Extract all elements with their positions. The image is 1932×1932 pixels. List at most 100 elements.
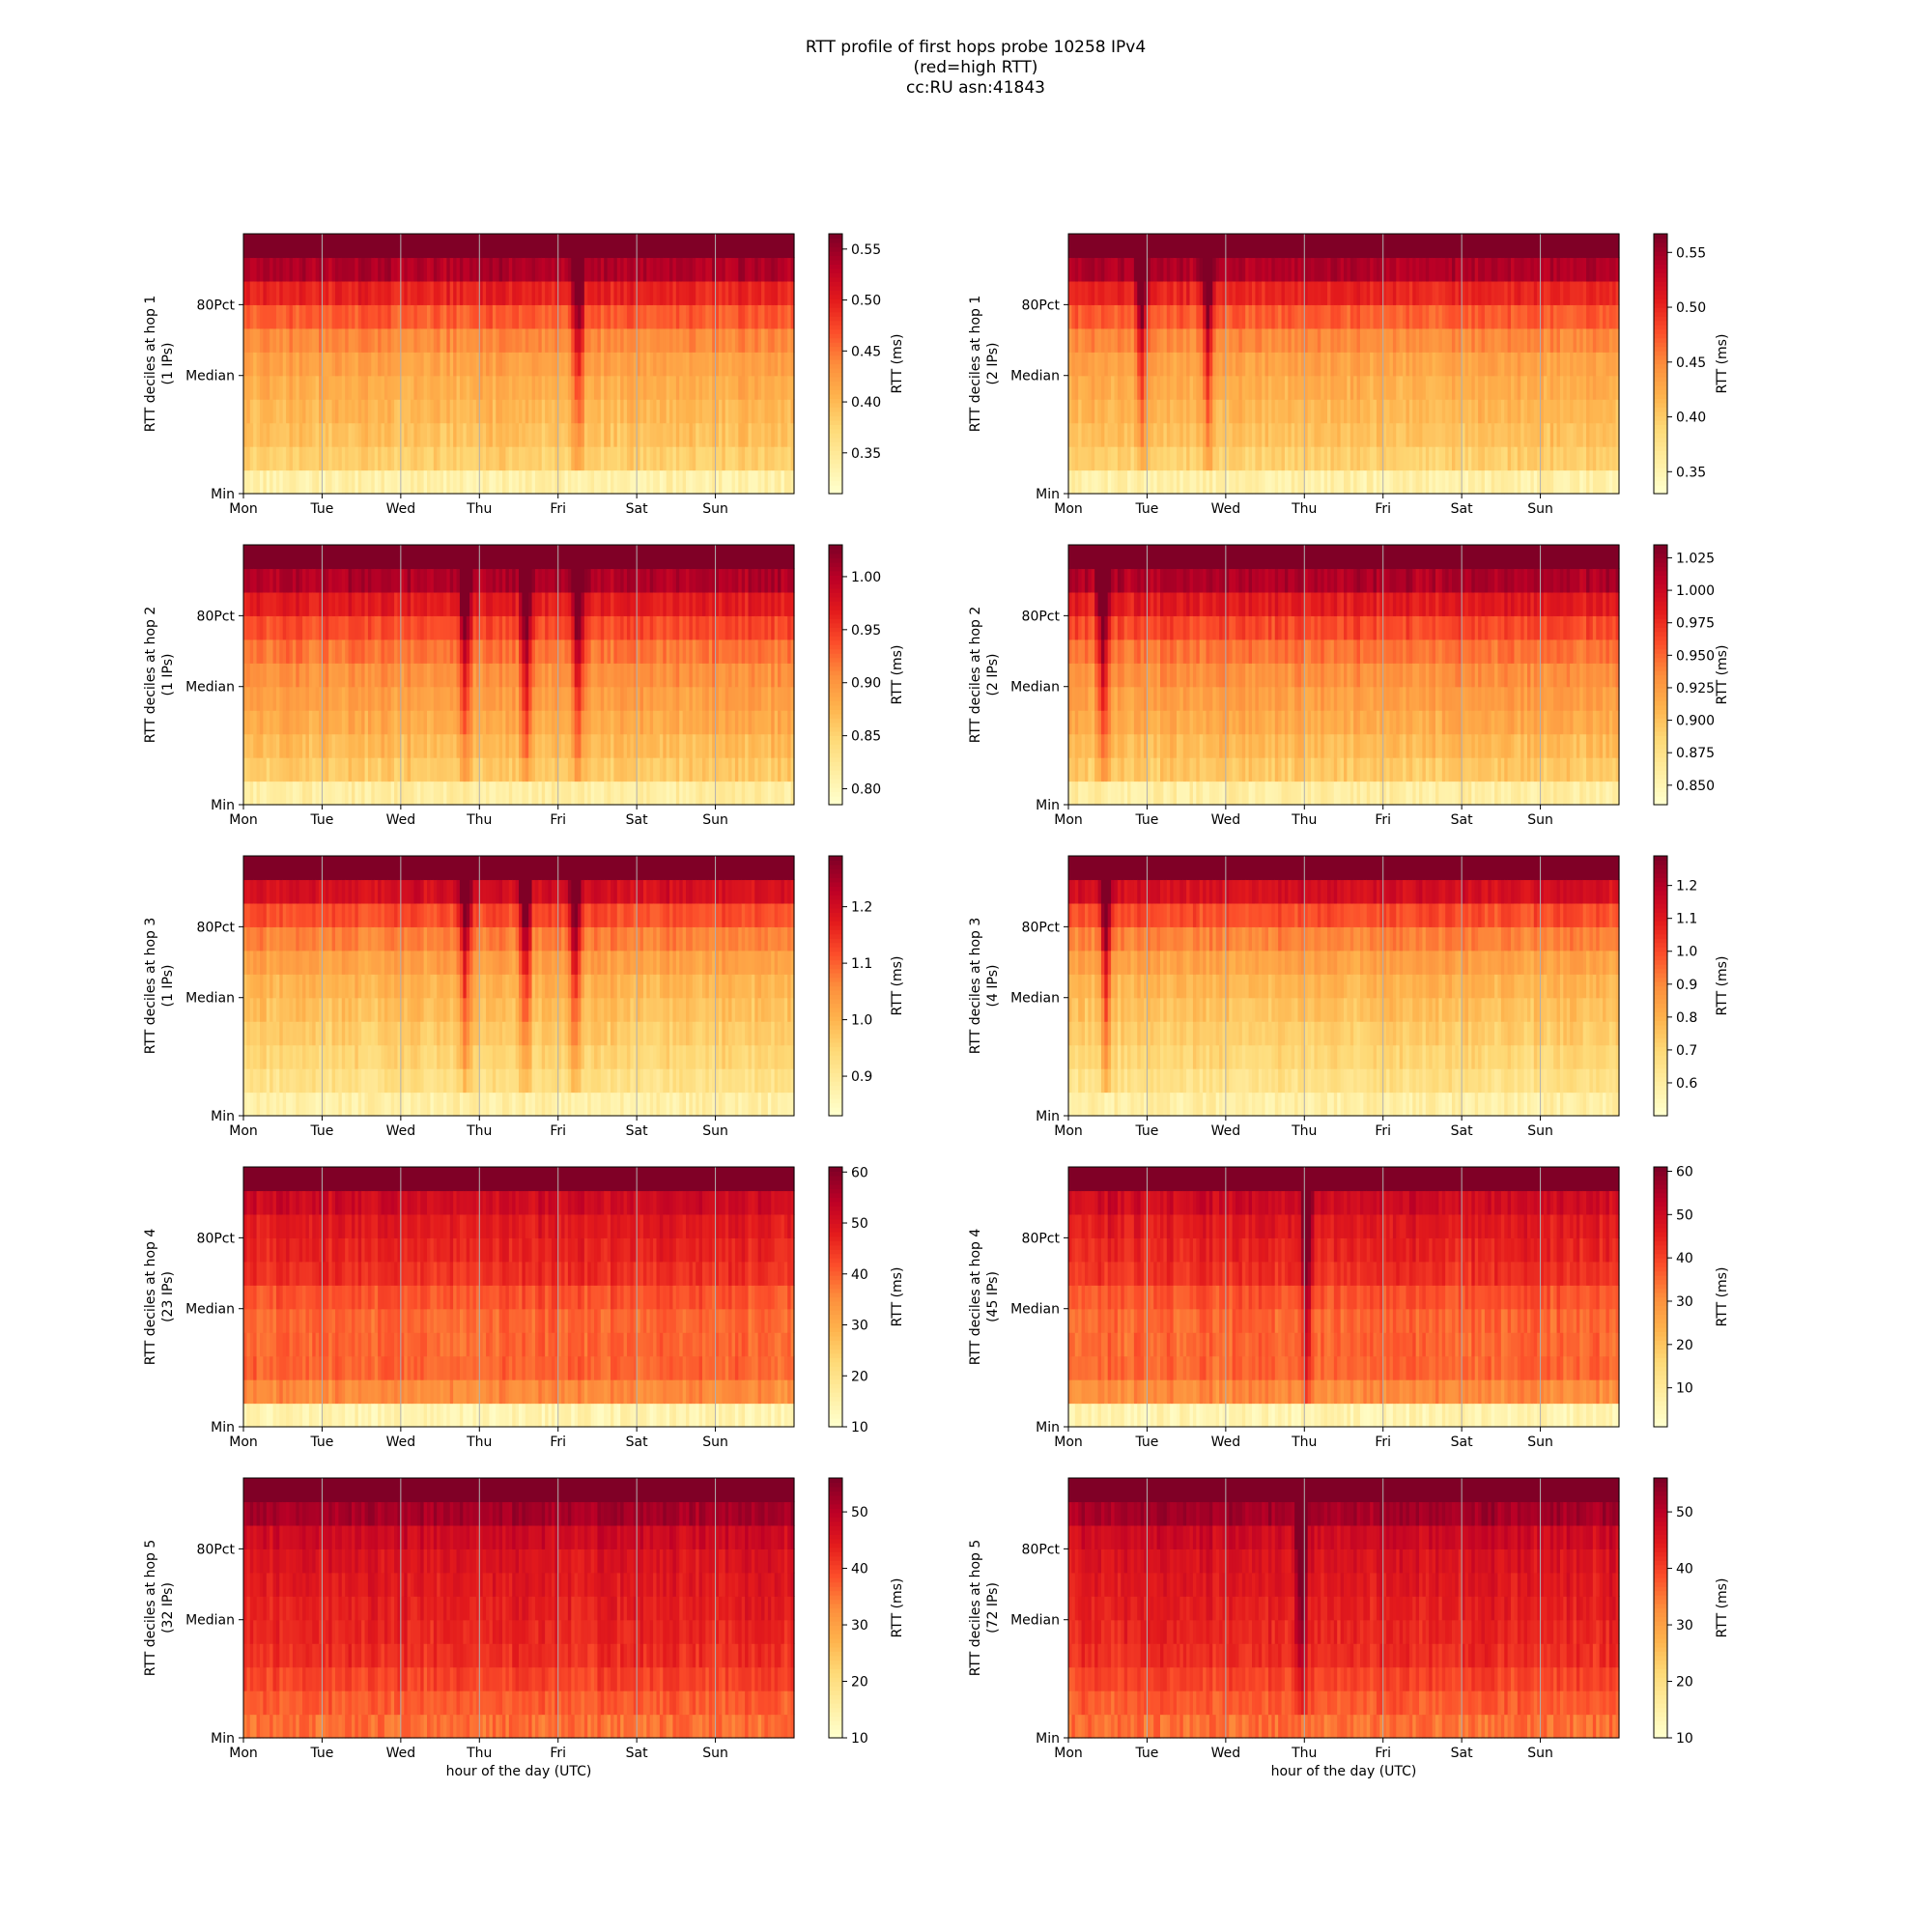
heatmap-cell — [600, 375, 605, 400]
heatmap-cell — [637, 257, 641, 282]
heatmap-cell — [679, 422, 684, 447]
heatmap-cell — [590, 257, 595, 282]
heatmap-cell — [604, 234, 609, 259]
x-tick-label: Wed — [386, 501, 416, 517]
heatmap-cell — [659, 327, 664, 353]
heatmap-cell — [351, 399, 355, 424]
heatmap-cell — [466, 686, 470, 711]
heatmap-cell — [298, 446, 303, 471]
heatmap-cell — [381, 469, 385, 495]
heatmap-cell — [296, 422, 300, 447]
heatmap-cell — [338, 591, 343, 616]
heatmap-cell — [1238, 304, 1243, 329]
heatmap-cell — [286, 304, 291, 329]
heatmap-cell — [1212, 422, 1217, 447]
heatmap-cell — [1281, 375, 1286, 400]
heatmap-cell — [1347, 399, 1351, 424]
heatmap-cell — [778, 234, 782, 259]
colorbar-segment — [1654, 294, 1667, 299]
heatmap-cell — [1370, 375, 1375, 400]
heatmap-cell — [541, 422, 546, 447]
heatmap-cell — [338, 710, 343, 735]
heatmap-cell — [446, 234, 451, 259]
heatmap-cell — [734, 234, 739, 259]
heatmap-cell — [338, 234, 343, 259]
heatmap-cell — [328, 469, 333, 495]
heatmap-cell — [659, 469, 664, 495]
heatmap-cell — [1576, 352, 1580, 377]
heatmap-cell — [1078, 280, 1083, 305]
heatmap-cell — [541, 257, 546, 282]
heatmap-cell — [1212, 375, 1217, 400]
heatmap-cell — [1107, 352, 1112, 377]
heatmap-cell — [364, 234, 369, 259]
heatmap-cell — [774, 327, 779, 353]
heatmap-cell — [1284, 280, 1289, 305]
heatmap-cell — [1150, 469, 1154, 495]
heatmap-cell — [282, 757, 287, 782]
ip-count-label: (2 IPs) — [985, 343, 1001, 385]
heatmap-cell — [1451, 327, 1456, 353]
heatmap-cell — [712, 257, 717, 282]
heatmap-cell — [489, 781, 494, 806]
heatmap-cell — [1196, 280, 1201, 305]
heatmap-cell — [335, 469, 339, 495]
heatmap-cell — [459, 352, 464, 377]
heatmap-cell — [778, 399, 782, 424]
heatmap-cell — [1359, 422, 1364, 447]
heatmap-cell — [351, 733, 355, 758]
heatmap-cell — [1262, 352, 1266, 377]
heatmap-cell — [341, 304, 346, 329]
heatmap-cell — [1359, 327, 1364, 353]
heatmap-cell — [416, 469, 421, 495]
heatmap-cell — [1415, 352, 1420, 377]
heatmap-cell — [554, 327, 559, 353]
heatmap-cell — [656, 327, 661, 353]
heatmap-cell — [646, 469, 651, 495]
heatmap-cell — [249, 327, 254, 353]
heatmap-cell — [583, 304, 588, 329]
heatmap-cell — [1566, 399, 1571, 424]
heatmap-cell — [1123, 257, 1128, 282]
heatmap-cell — [1144, 304, 1149, 329]
heatmap-cell — [1163, 352, 1168, 377]
heatmap-cell — [496, 375, 500, 400]
heatmap-cell — [659, 422, 664, 447]
heatmap-cell — [1163, 327, 1168, 353]
heatmap-cell — [466, 257, 470, 282]
heatmap-cell — [1117, 375, 1122, 400]
heatmap-cell — [702, 422, 706, 447]
heatmap-cell — [374, 615, 379, 640]
heatmap-cell — [1589, 375, 1594, 400]
heatmap-cell — [351, 639, 355, 664]
heatmap-cell — [1117, 469, 1122, 495]
heatmap-cell — [253, 327, 258, 353]
heatmap-cell — [1589, 280, 1594, 305]
heatmap-cell — [335, 446, 339, 471]
heatmap-cell — [626, 469, 631, 495]
heatmap-cell — [686, 399, 691, 424]
heatmap-cell — [557, 234, 562, 259]
heatmap-cell — [778, 375, 782, 400]
heatmap-cell — [466, 446, 470, 471]
heatmap-cell — [308, 352, 313, 377]
heatmap-cell — [1144, 234, 1149, 259]
heatmap-cell — [331, 399, 336, 424]
heatmap-cell — [571, 280, 576, 305]
heatmap-cell — [1370, 304, 1375, 329]
heatmap-cell — [456, 352, 461, 377]
heatmap-cell — [282, 234, 287, 259]
heatmap-cell — [1199, 399, 1204, 424]
heatmap-cell — [472, 257, 477, 282]
heatmap-cell — [400, 399, 405, 424]
heatmap-cell — [496, 399, 500, 424]
heatmap-cell — [308, 257, 313, 282]
heatmap-cell — [1370, 469, 1375, 495]
heatmap-cell — [663, 352, 668, 377]
heatmap-cell — [1474, 304, 1479, 329]
colorbar-segment — [1654, 411, 1667, 416]
heatmap-cell — [583, 422, 588, 447]
heatmap-cell — [361, 469, 366, 495]
heatmap-cell — [286, 257, 291, 282]
